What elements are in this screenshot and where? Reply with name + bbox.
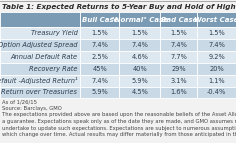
Text: 4.5%: 4.5% xyxy=(131,90,148,95)
Bar xyxy=(80,63,119,75)
Text: 1.1%: 1.1% xyxy=(208,78,225,84)
Bar xyxy=(119,39,160,51)
Bar xyxy=(80,12,119,27)
Bar xyxy=(197,39,236,51)
Text: Bad Case: Bad Case xyxy=(160,17,197,23)
Text: 5.9%: 5.9% xyxy=(131,78,148,84)
Bar xyxy=(160,27,197,39)
Bar xyxy=(119,75,160,87)
Bar xyxy=(197,51,236,63)
Text: 45%: 45% xyxy=(92,66,107,72)
Bar xyxy=(160,75,197,87)
Bar xyxy=(197,27,236,39)
Text: 1.5%: 1.5% xyxy=(170,30,187,36)
Bar xyxy=(197,87,236,98)
Text: 29%: 29% xyxy=(172,66,186,72)
Bar xyxy=(0,39,80,51)
Text: 20%: 20% xyxy=(209,66,224,72)
Bar xyxy=(0,63,80,75)
Text: 7.4%: 7.4% xyxy=(131,42,148,48)
Text: -0.4%: -0.4% xyxy=(207,90,226,95)
Bar xyxy=(80,87,119,98)
Text: 7.4%: 7.4% xyxy=(91,78,108,84)
Bar xyxy=(80,75,119,87)
Bar xyxy=(0,75,80,87)
Bar xyxy=(119,12,160,27)
Bar xyxy=(0,27,80,39)
Bar xyxy=(197,75,236,87)
Bar xyxy=(119,63,160,75)
Text: 2.5%: 2.5% xyxy=(91,54,108,60)
Text: Table 1: Expected Returns to 5-Year Buy and Hold of High Yield: Table 1: Expected Returns to 5-Year Buy … xyxy=(2,4,236,10)
Text: 1.5%: 1.5% xyxy=(131,30,148,36)
Text: 7.4%: 7.4% xyxy=(91,42,108,48)
Text: Default -Adjusted Return¹: Default -Adjusted Return¹ xyxy=(0,77,77,84)
Text: 1.6%: 1.6% xyxy=(170,90,187,95)
Bar xyxy=(119,27,160,39)
Text: Return over Treasuries: Return over Treasuries xyxy=(1,90,77,95)
Bar xyxy=(160,51,197,63)
Bar xyxy=(160,12,197,27)
Bar xyxy=(119,51,160,63)
Text: Worst Case: Worst Case xyxy=(194,17,236,23)
Text: Treasury Yield: Treasury Yield xyxy=(30,30,77,36)
Text: 1.5%: 1.5% xyxy=(91,30,108,36)
Text: 1.5%: 1.5% xyxy=(208,30,225,36)
Bar xyxy=(80,39,119,51)
Bar xyxy=(0,87,80,98)
Bar xyxy=(197,12,236,27)
Text: Option Adjusted Spread: Option Adjusted Spread xyxy=(0,42,77,48)
Bar xyxy=(119,87,160,98)
Text: Recovery Rate: Recovery Rate xyxy=(29,66,77,72)
Text: As of 1/26/15
Source: Barclays, GMO
The expectations provided above are based up: As of 1/26/15 Source: Barclays, GMO The … xyxy=(2,99,236,137)
Text: "Normal" Case: "Normal" Case xyxy=(111,17,168,23)
Text: Bull Case: Bull Case xyxy=(81,17,118,23)
Text: 7.4%: 7.4% xyxy=(170,42,187,48)
Text: 40%: 40% xyxy=(132,66,147,72)
Bar xyxy=(160,87,197,98)
Text: 9.2%: 9.2% xyxy=(208,54,225,60)
Bar xyxy=(160,63,197,75)
Text: 4.6%: 4.6% xyxy=(131,54,148,60)
Text: Annual Default Rate: Annual Default Rate xyxy=(10,54,77,60)
Text: 5.9%: 5.9% xyxy=(91,90,108,95)
Bar xyxy=(80,27,119,39)
Bar xyxy=(0,51,80,63)
Text: 3.1%: 3.1% xyxy=(170,78,187,84)
Text: 7.7%: 7.7% xyxy=(170,54,187,60)
Bar xyxy=(80,51,119,63)
Text: 7.4%: 7.4% xyxy=(208,42,225,48)
Bar xyxy=(160,39,197,51)
Bar xyxy=(0,12,80,27)
Bar xyxy=(197,63,236,75)
